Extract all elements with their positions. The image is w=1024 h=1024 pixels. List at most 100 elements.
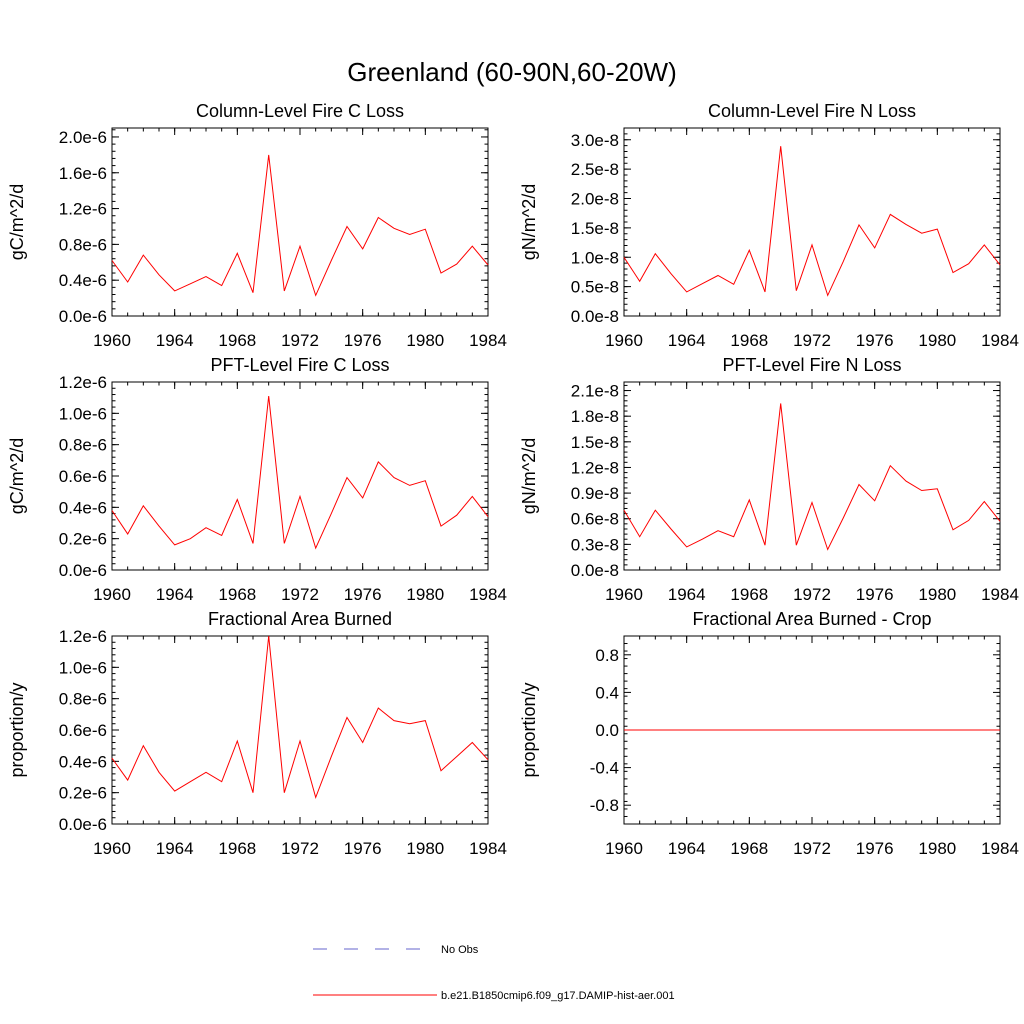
y-tick-label: 1.0e-6 [59,658,107,677]
y-tick-label: 0.5e-8 [571,278,619,297]
y-tick-label: 0.8 [595,646,619,665]
y-tick-label: 0.3e-8 [571,535,619,554]
panel-title: Column-Level Fire C Loss [196,101,404,121]
x-tick-label: 1960 [605,839,643,858]
x-tick-label: 1976 [856,585,894,604]
y-tick-label: 0.9e-8 [571,484,619,503]
y-tick-label: 2.5e-8 [571,160,619,179]
x-tick-label: 1984 [981,585,1019,604]
x-tick-label: 1984 [469,585,507,604]
y-tick-label: 0.8e-6 [59,436,107,455]
y-tick-label: 0.4 [595,683,619,702]
y-tick-label: -0.4 [590,759,619,778]
x-tick-label: 1964 [668,839,706,858]
y-tick-label: 0.2e-6 [59,530,107,549]
y-tick-label: 2.0e-6 [59,128,107,147]
x-tick-label: 1972 [793,331,831,350]
chart-panel: Column-Level Fire C Loss gC/m^2/d 0.0e-6 0.… [7,101,507,350]
plot-frame [111,635,489,825]
panel-title: PFT-Level Fire N Loss [722,355,901,375]
y-tick-label: 0.2e-6 [59,784,107,803]
plot-frame [623,381,1001,571]
x-tick-label: 1984 [981,839,1019,858]
y-tick-label: 0.6e-8 [571,510,619,529]
x-tick-label: 1968 [730,331,768,350]
x-tick-label: 1960 [93,585,131,604]
y-tick-label: 0.0 [595,721,619,740]
y-tick-label: 0.0e-8 [571,561,619,580]
x-tick-label: 1972 [281,839,319,858]
x-tick-label: 1980 [406,585,444,604]
y-tick-label: 1.8e-8 [571,407,619,426]
x-tick-label: 1968 [730,585,768,604]
figure-title: Greenland (60-90N,60-20W) [347,57,677,87]
y-tick-label: 0.0e-6 [59,307,107,326]
x-tick-label: 1972 [281,585,319,604]
plot-frame [111,381,489,571]
y-tick-label: 1.6e-6 [59,164,107,183]
chart-panel: Fractional Area Burned proportion/y 0.0e-6… [7,609,507,858]
y-axis-label: gC/m^2/d [7,438,27,514]
x-tick-label: 1964 [156,331,194,350]
x-tick-label: 1968 [218,585,256,604]
y-tick-label: 2.0e-8 [571,190,619,209]
x-tick-label: 1964 [668,585,706,604]
y-axis-label: proportion/y [7,682,27,777]
y-tick-label: 1.2e-6 [59,200,107,219]
y-tick-label: 0.0e-6 [59,561,107,580]
x-tick-label: 1960 [605,585,643,604]
y-tick-label: 0.0e-6 [59,815,107,834]
x-tick-label: 1980 [918,585,956,604]
y-tick-label: 0.6e-6 [59,467,107,486]
x-tick-label: 1972 [793,585,831,604]
panel-title: PFT-Level Fire C Loss [210,355,389,375]
x-tick-label: 1972 [281,331,319,350]
series-line [623,403,1001,551]
x-tick-label: 1980 [406,331,444,350]
x-tick-label: 1976 [856,331,894,350]
series-line [111,396,489,550]
x-tick-label: 1964 [668,331,706,350]
y-tick-label: 1.2e-6 [59,627,107,646]
x-tick-label: 1976 [856,839,894,858]
x-tick-label: 1976 [344,331,382,350]
y-tick-label: 1.2e-6 [59,373,107,392]
x-tick-label: 1960 [93,839,131,858]
panel-title: Fractional Area Burned - Crop [692,609,931,629]
y-tick-label: 1.5e-8 [571,219,619,238]
plot-frame [111,127,489,317]
legend-model-label: b.e21.B1850cmip6.f09_g17.DAMIP-hist-aer.… [441,990,675,1002]
y-tick-label: 0.4e-6 [59,271,107,290]
x-tick-label: 1984 [981,331,1019,350]
x-tick-label: 1980 [918,331,956,350]
panel-title: Column-Level Fire N Loss [708,101,916,121]
series-line [111,635,489,799]
panels: Column-Level Fire C Loss gC/m^2/d 0.0e-6 0.… [7,101,1019,858]
x-tick-label: 1968 [218,331,256,350]
y-tick-label: 0.8e-6 [59,690,107,709]
series-line [111,154,489,297]
x-tick-label: 1984 [469,331,507,350]
x-tick-label: 1968 [730,839,768,858]
y-tick-label: 1.0e-8 [571,248,619,267]
y-tick-label: 1.0e-6 [59,404,107,423]
x-tick-label: 1960 [605,331,643,350]
x-tick-label: 1976 [344,585,382,604]
chart-panel: Column-Level Fire N Loss gN/m^2/d 0.0e-8 0.… [519,101,1019,350]
y-tick-label: 2.1e-8 [571,382,619,401]
x-tick-label: 1968 [218,839,256,858]
y-tick-label: 0.6e-6 [59,721,107,740]
x-tick-label: 1984 [469,839,507,858]
y-axis-label: gN/m^2/d [519,184,539,260]
y-tick-label: 0.4e-6 [59,752,107,771]
y-tick-label: 0.4e-6 [59,498,107,517]
plot-frame [623,127,1001,317]
panel-title: Fractional Area Burned [208,609,392,629]
x-tick-label: 1964 [156,839,194,858]
chart-panel: PFT-Level Fire N Loss gN/m^2/d 0.0e-8 0.3e-… [519,355,1019,604]
x-tick-label: 1980 [918,839,956,858]
y-tick-label: 1.2e-8 [571,458,619,477]
chart-panel: PFT-Level Fire C Loss gC/m^2/d 0.0e-6 0.2e-… [7,355,507,604]
x-tick-label: 1964 [156,585,194,604]
